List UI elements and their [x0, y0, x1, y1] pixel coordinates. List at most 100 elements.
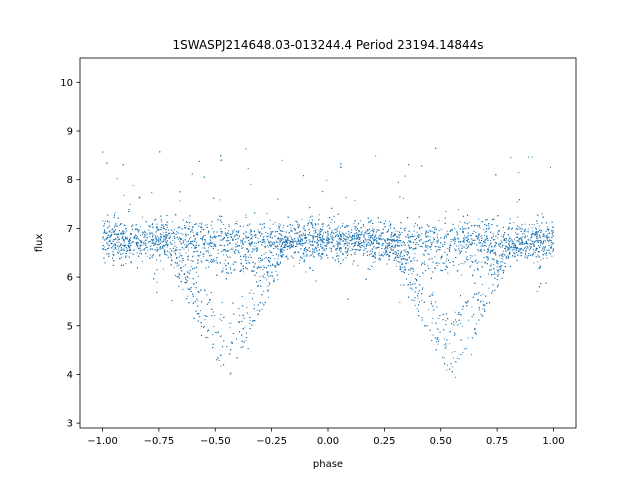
data-point [514, 243, 516, 245]
data-point [534, 249, 536, 251]
data-point [488, 225, 490, 227]
data-point [445, 345, 447, 347]
data-point [223, 254, 225, 256]
data-point [434, 267, 436, 269]
data-point [494, 239, 496, 241]
data-point [228, 223, 230, 225]
data-point [122, 231, 124, 233]
data-point [467, 228, 469, 230]
data-point [500, 257, 502, 259]
data-point [172, 239, 174, 241]
data-point [535, 247, 537, 249]
data-point [202, 256, 204, 258]
data-point [505, 240, 507, 242]
data-point [313, 230, 315, 232]
data-point [339, 235, 341, 237]
data-point [199, 238, 201, 240]
data-point [283, 224, 285, 226]
data-point [329, 235, 331, 237]
data-point [262, 276, 264, 278]
data-point [191, 247, 193, 249]
data-point [117, 249, 119, 251]
data-point [501, 246, 503, 248]
data-point [367, 244, 369, 246]
data-point [398, 245, 400, 247]
data-point [249, 319, 251, 321]
data-point [488, 246, 490, 248]
data-point [224, 259, 226, 261]
data-point [229, 353, 231, 355]
data-point [347, 253, 349, 255]
data-point [280, 224, 282, 226]
data-point [370, 253, 372, 255]
data-point [546, 238, 548, 240]
data-point [342, 222, 344, 224]
data-point [319, 233, 321, 235]
data-point [291, 225, 293, 227]
data-point [261, 228, 263, 230]
data-point [551, 241, 553, 243]
data-point [253, 319, 255, 321]
data-point [139, 249, 141, 251]
data-point [364, 248, 366, 250]
data-point [403, 269, 405, 271]
data-point [259, 276, 261, 278]
data-point [442, 244, 443, 246]
data-point [436, 240, 438, 242]
data-point [206, 224, 208, 226]
data-point [235, 262, 237, 264]
data-point [480, 236, 482, 238]
data-point [297, 239, 299, 241]
data-point [436, 242, 438, 244]
data-point [453, 334, 455, 336]
data-point [242, 271, 244, 273]
data-point [204, 224, 206, 226]
data-point [122, 230, 124, 232]
data-point [144, 236, 146, 238]
data-point [541, 249, 543, 251]
data-point [179, 200, 181, 202]
data-point [478, 261, 480, 263]
data-point [154, 243, 156, 245]
data-point [536, 261, 538, 263]
data-point [527, 235, 528, 237]
data-point [458, 209, 459, 211]
data-point [378, 243, 380, 245]
data-point [491, 292, 493, 294]
data-point [338, 255, 340, 257]
data-point [410, 260, 412, 262]
data-point [192, 255, 194, 257]
data-point [344, 248, 346, 250]
data-point [201, 228, 203, 230]
data-point [154, 234, 156, 236]
data-point [485, 244, 487, 246]
data-point [362, 245, 364, 247]
data-point [109, 236, 111, 238]
data-point [318, 229, 320, 231]
data-point [245, 257, 247, 259]
data-point [251, 234, 253, 236]
data-point [467, 337, 469, 339]
data-point [389, 247, 391, 249]
data-point [488, 273, 490, 275]
data-point [312, 255, 314, 257]
data-point [256, 309, 258, 311]
data-point [328, 225, 330, 227]
data-point [170, 242, 172, 244]
data-point [106, 237, 108, 239]
data-point [219, 318, 221, 320]
data-point [535, 256, 537, 258]
data-point [231, 233, 233, 235]
data-point [533, 241, 535, 243]
data-point [411, 233, 413, 235]
data-point [306, 236, 308, 238]
data-point [245, 235, 247, 237]
data-point [404, 259, 406, 261]
data-point [401, 232, 403, 234]
data-point [429, 236, 431, 238]
data-point [466, 246, 468, 248]
data-point [179, 252, 181, 254]
data-point [326, 179, 328, 181]
data-point [272, 255, 274, 257]
data-point [531, 234, 533, 236]
